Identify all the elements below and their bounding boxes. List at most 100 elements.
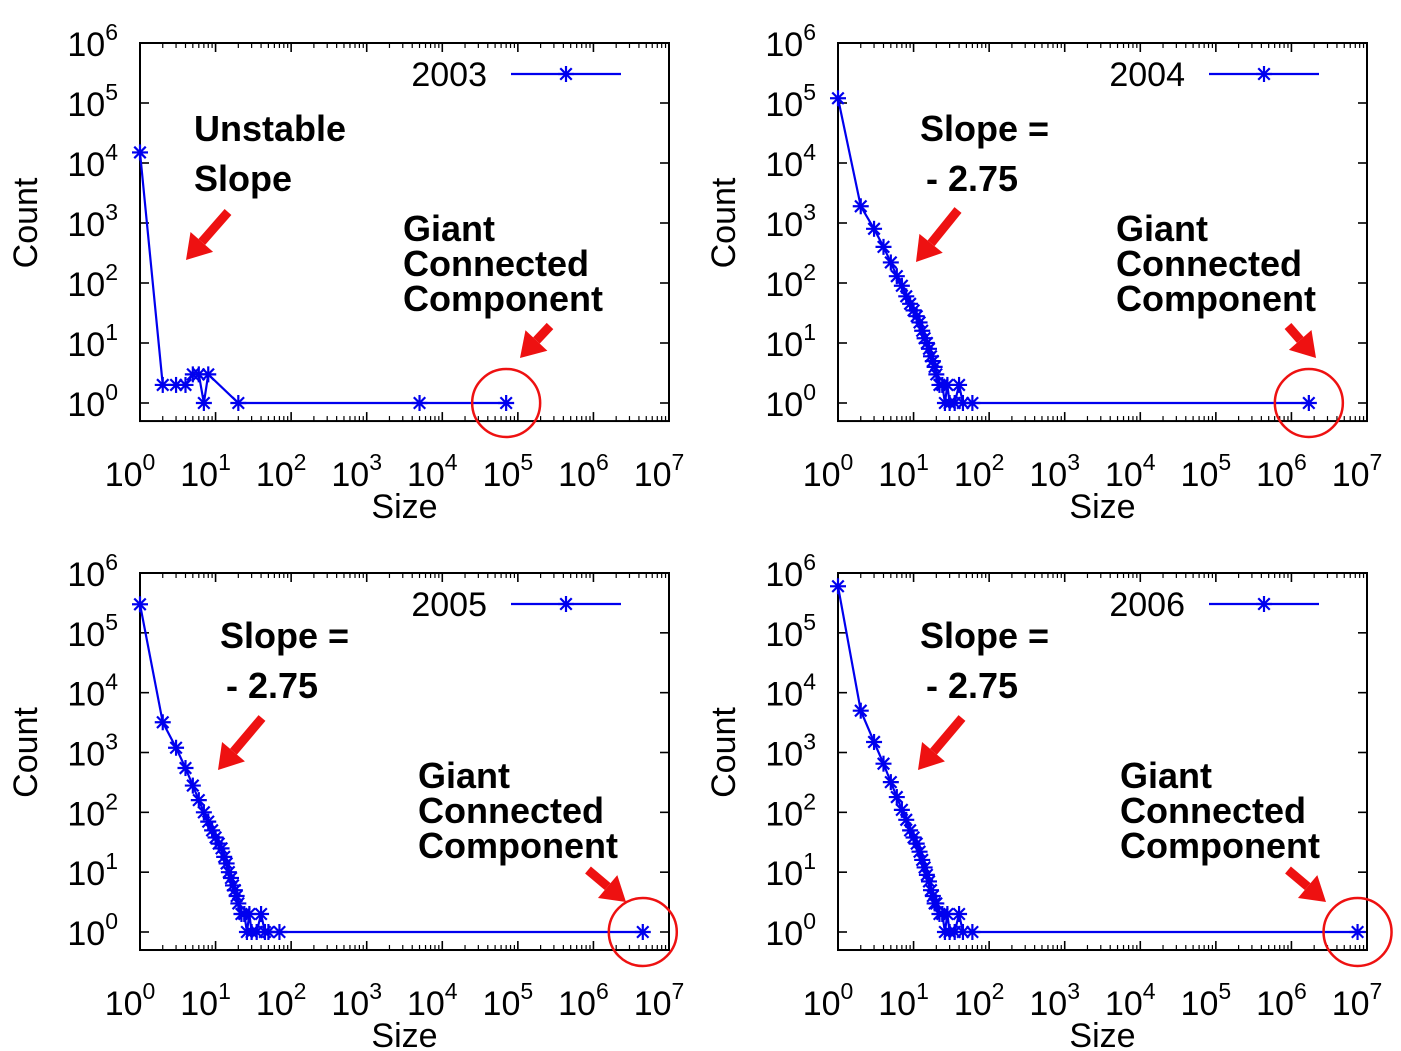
y-tick-label: 102 [765, 259, 816, 304]
gcc-annotation: Giant [403, 208, 495, 249]
x-tick-label: 105 [483, 449, 534, 494]
gcc-annotation: Component [1116, 278, 1316, 319]
chart-panel-2006: 100 101 102 103 104 105 106 1071001011021031041… [705, 549, 1393, 1051]
x-tick-label: 105 [483, 978, 534, 1023]
gcc-arrow-icon [585, 866, 626, 902]
y-tick-label: 103 [765, 199, 816, 244]
series-line [836, 586, 1358, 934]
x-tick-label: 102 [256, 978, 307, 1023]
x-tick-label: 105 [1181, 449, 1232, 494]
y-tick-label: 103 [67, 199, 118, 244]
x-tick-label: 100 [105, 978, 156, 1023]
data-point [168, 739, 185, 756]
gcc-annotation: Component [418, 825, 618, 866]
slope-annotation: Slope = [920, 108, 1049, 149]
y-axis-label: Count [705, 177, 743, 268]
slope-annotation: Slope = [920, 615, 1049, 656]
legend-marker [558, 596, 574, 612]
data-point [964, 924, 981, 940]
gcc-highlight-circle [470, 367, 542, 439]
x-tick-label: 102 [954, 978, 1005, 1023]
data-point [260, 924, 277, 940]
data-point [830, 90, 846, 107]
data-point [911, 843, 928, 860]
y-tick-label: 100 [765, 379, 816, 424]
data-point [914, 851, 931, 868]
data-point [177, 760, 194, 777]
data-point [154, 714, 171, 731]
y-tick-label: 101 [67, 848, 118, 893]
y-tick-label: 103 [67, 729, 118, 774]
y-tick-label: 105 [765, 609, 816, 654]
y-tick-label: 102 [67, 788, 118, 833]
data-point [411, 395, 428, 411]
data-point [875, 238, 892, 255]
x-tick-label: 106 [1256, 978, 1307, 1023]
y-tick-label: 102 [67, 259, 118, 304]
x-tick-label: 100 [105, 449, 156, 494]
chart-panel-2003: 100 101 102 103 104 105 106 1071001011021031041… [7, 19, 684, 526]
gcc-annotation: Giant [1116, 208, 1208, 249]
gcc-arrow-icon [1284, 323, 1316, 358]
gcc-arrow-icon [1285, 866, 1326, 902]
legend-marker [1256, 66, 1272, 82]
data-point [964, 395, 981, 411]
data-point [253, 905, 270, 922]
y-tick-label: 106 [765, 549, 816, 594]
y-tick-label: 101 [765, 848, 816, 893]
slope-annotation: - 2.75 [926, 158, 1018, 199]
data-point [852, 702, 869, 719]
x-tick-label: 107 [1332, 978, 1383, 1023]
slope-arrow-icon [186, 209, 232, 260]
data-point [882, 774, 899, 791]
data-point [132, 596, 148, 613]
gcc-highlight-circle [1273, 367, 1345, 439]
data-point [498, 395, 515, 411]
slope-annotation: Slope [194, 158, 292, 199]
x-tick-label: 101 [878, 978, 929, 1023]
legend-marker [1256, 596, 1272, 612]
data-point [866, 733, 883, 750]
legend-label: 2006 [1109, 586, 1185, 624]
x-tick-label: 101 [180, 978, 231, 1023]
data-point [190, 792, 207, 809]
data-point [230, 395, 247, 411]
gcc-annotation: Component [403, 278, 603, 319]
data-point [204, 822, 221, 839]
chart-panel-2004: 100 101 102 103 104 105 106 1071001011021031041… [705, 19, 1382, 526]
data-point [866, 220, 883, 237]
y-tick-label: 106 [765, 19, 816, 64]
x-tick-label: 106 [558, 978, 609, 1023]
series-line [138, 604, 643, 934]
plot-frame [837, 572, 1368, 952]
data-point [177, 376, 194, 393]
x-tick-label: 105 [1181, 978, 1232, 1023]
y-tick-label: 105 [765, 79, 816, 124]
y-tick-label: 101 [67, 319, 118, 364]
data-point [195, 395, 212, 411]
y-tick-label: 104 [67, 139, 118, 184]
data-point [852, 198, 869, 215]
data-point [898, 811, 915, 828]
x-axis-label: Size [371, 1017, 437, 1051]
slope-arrow-icon [916, 207, 962, 262]
y-tick-label: 104 [67, 669, 118, 714]
gcc-annotation: Connected [1116, 243, 1302, 284]
x-tick-label: 107 [1332, 449, 1383, 494]
legend-marker [558, 66, 574, 82]
x-tick-label: 103 [1029, 449, 1080, 494]
x-tick-label: 102 [954, 449, 1005, 494]
data-point [951, 905, 968, 922]
x-tick-label: 106 [558, 449, 609, 494]
x-axis-label: Size [371, 488, 437, 526]
y-tick-label: 104 [765, 669, 816, 714]
data-point [898, 288, 915, 305]
data-point [1349, 924, 1366, 940]
gcc-annotation: Giant [418, 755, 510, 796]
y-tick-label: 106 [67, 19, 118, 64]
x-axis-label: Size [1069, 1017, 1135, 1051]
data-point [184, 777, 201, 794]
x-tick-label: 100 [803, 978, 854, 1023]
y-tick-label: 100 [765, 908, 816, 953]
